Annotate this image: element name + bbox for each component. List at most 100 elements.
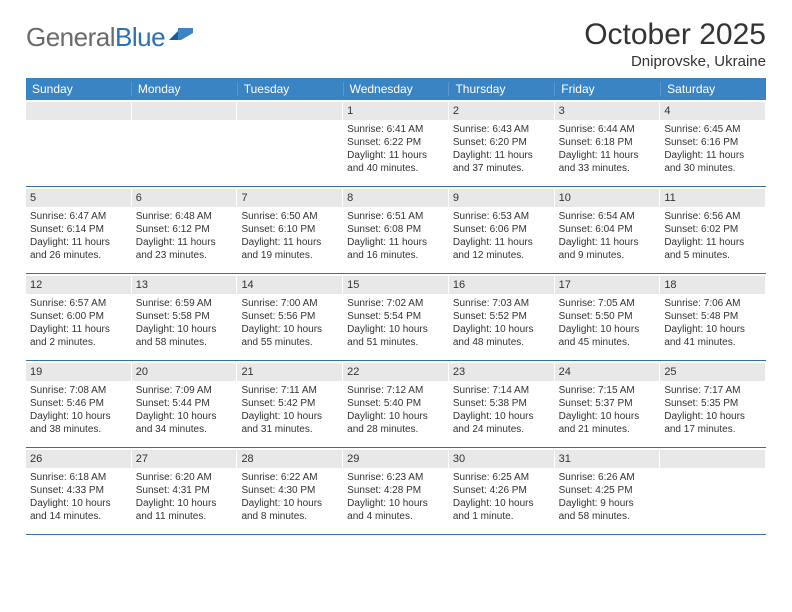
calendar-day: 28Sunrise: 6:22 AMSunset: 4:30 PMDayligh… xyxy=(237,448,343,534)
day-number: 9 xyxy=(449,189,554,207)
day-number: 7 xyxy=(237,189,342,207)
day-info: Sunrise: 6:44 AMSunset: 6:18 PMDaylight:… xyxy=(559,123,656,175)
day-info: Sunrise: 7:11 AMSunset: 5:42 PMDaylight:… xyxy=(241,384,338,436)
calendar-day: 10Sunrise: 6:54 AMSunset: 6:04 PMDayligh… xyxy=(555,187,661,273)
title-block: October 2025 Dniprovske, Ukraine xyxy=(584,18,766,70)
day-line-d2: and 5 minutes. xyxy=(664,249,761,262)
day-line-d1: Daylight: 11 hours xyxy=(453,149,550,162)
calendar-day: 12 Sunrise: 6:57 AMSunset: 6:00 PMDayligh… xyxy=(26,274,132,360)
day-line-d2: and 14 minutes. xyxy=(30,510,127,523)
day-line-ss: Sunset: 6:22 PM xyxy=(347,136,444,149)
day-line-ss: Sunset: 6:16 PM xyxy=(664,136,761,149)
day-line-d2: and 45 minutes. xyxy=(559,336,656,349)
day-line-ss: Sunset: 5:48 PM xyxy=(664,310,761,323)
day-line-d2: and 23 minutes. xyxy=(136,249,233,262)
day-info: Sunrise: 6:53 AMSunset: 6:06 PMDaylight:… xyxy=(453,210,550,262)
calendar-day: 18Sunrise: 7:06 AMSunset: 5:48 PMDayligh… xyxy=(660,274,766,360)
day-line-d2: and 16 minutes. xyxy=(347,249,444,262)
calendar-day xyxy=(237,100,343,186)
day-line-ss: Sunset: 6:02 PM xyxy=(664,223,761,236)
weekday-header: Sunday Monday Tuesday Wednesday Thursday… xyxy=(26,78,766,100)
day-line-d1: Daylight: 11 hours xyxy=(453,236,550,249)
day-line-ss: Sunset: 5:50 PM xyxy=(559,310,656,323)
calendar-day: 24 Sunrise: 7:15 AMSunset: 5:37 PMDayligh… xyxy=(555,361,661,447)
day-line-d2: and 51 minutes. xyxy=(347,336,444,349)
day-line-ss: Sunset: 4:26 PM xyxy=(453,484,550,497)
day-line-d1: Daylight: 10 hours xyxy=(664,323,761,336)
day-line-d2: and 8 minutes. xyxy=(241,510,338,523)
day-line-d2: and 58 minutes. xyxy=(136,336,233,349)
weekday-wed: Wednesday xyxy=(344,82,450,96)
calendar-day: 16Sunrise: 7:03 AMSunset: 5:52 PMDayligh… xyxy=(449,274,555,360)
location-label: Dniprovske, Ukraine xyxy=(584,53,766,70)
day-line-d1: Daylight: 10 hours xyxy=(241,410,338,423)
day-line-d2: and 37 minutes. xyxy=(453,162,550,175)
day-info: Sunrise: 7:02 AMSunset: 5:54 PMDaylight:… xyxy=(347,297,444,349)
day-line-d1: Daylight: 11 hours xyxy=(559,236,656,249)
day-line-sr: Sunrise: 7:12 AM xyxy=(347,384,444,397)
calendar-day: 22Sunrise: 7:12 AMSunset: 5:40 PMDayligh… xyxy=(343,361,449,447)
day-line-d1: Daylight: 10 hours xyxy=(347,497,444,510)
day-line-d2: and 48 minutes. xyxy=(453,336,550,349)
day-line-ss: Sunset: 5:44 PM xyxy=(136,397,233,410)
day-line-sr: Sunrise: 6:43 AM xyxy=(453,123,550,136)
day-line-d1: Daylight: 11 hours xyxy=(347,236,444,249)
day-line-ss: Sunset: 5:35 PM xyxy=(664,397,761,410)
day-line-sr: Sunrise: 6:48 AM xyxy=(136,210,233,223)
calendar-day xyxy=(132,100,238,186)
day-info: Sunrise: 6:50 AMSunset: 6:10 PMDaylight:… xyxy=(241,210,338,262)
calendar-day: 23Sunrise: 7:14 AMSunset: 5:38 PMDayligh… xyxy=(449,361,555,447)
day-line-d1: Daylight: 10 hours xyxy=(559,323,656,336)
day-line-ss: Sunset: 5:58 PM xyxy=(136,310,233,323)
day-info: Sunrise: 6:22 AMSunset: 4:30 PMDaylight:… xyxy=(241,471,338,523)
calendar-day: 9 Sunrise: 6:53 AMSunset: 6:06 PMDaylight… xyxy=(449,187,555,273)
day-line-ss: Sunset: 6:14 PM xyxy=(30,223,127,236)
day-line-d2: and 12 minutes. xyxy=(453,249,550,262)
calendar-day: 15Sunrise: 7:02 AMSunset: 5:54 PMDayligh… xyxy=(343,274,449,360)
day-info: Sunrise: 7:09 AMSunset: 5:44 PMDaylight:… xyxy=(136,384,233,436)
calendar-day: 25Sunrise: 7:17 AMSunset: 5:35 PMDayligh… xyxy=(660,361,766,447)
calendar-day: 27Sunrise: 6:20 AMSunset: 4:31 PMDayligh… xyxy=(132,448,238,534)
day-line-ss: Sunset: 5:46 PM xyxy=(30,397,127,410)
calendar-day: 19Sunrise: 7:08 AMSunset: 5:46 PMDayligh… xyxy=(26,361,132,447)
day-line-ss: Sunset: 5:56 PM xyxy=(241,310,338,323)
day-number: 25 xyxy=(660,363,765,381)
day-number: 12 xyxy=(26,276,131,294)
day-line-d1: Daylight: 10 hours xyxy=(136,497,233,510)
day-line-d2: and 4 minutes. xyxy=(347,510,444,523)
day-number: 8 xyxy=(343,189,448,207)
day-line-ss: Sunset: 6:08 PM xyxy=(347,223,444,236)
day-info: Sunrise: 7:03 AMSunset: 5:52 PMDaylight:… xyxy=(453,297,550,349)
day-info: Sunrise: 6:51 AMSunset: 6:08 PMDaylight:… xyxy=(347,210,444,262)
calendar-day: 14Sunrise: 7:00 AMSunset: 5:56 PMDayligh… xyxy=(237,274,343,360)
day-line-sr: Sunrise: 6:20 AM xyxy=(136,471,233,484)
calendar-week: 1Sunrise: 6:41 AMSunset: 6:22 PMDaylight… xyxy=(26,100,766,187)
weekday-mon: Monday xyxy=(132,82,238,96)
brand-part1: General xyxy=(26,22,115,52)
day-line-d1: Daylight: 11 hours xyxy=(30,323,127,336)
day-number: 14 xyxy=(237,276,342,294)
day-line-ss: Sunset: 5:40 PM xyxy=(347,397,444,410)
day-line-d2: and 24 minutes. xyxy=(453,423,550,436)
day-line-ss: Sunset: 6:12 PM xyxy=(136,223,233,236)
day-number: 13 xyxy=(132,276,237,294)
day-number: 24 xyxy=(555,363,660,381)
day-line-sr: Sunrise: 7:15 AM xyxy=(559,384,656,397)
day-line-d2: and 31 minutes. xyxy=(241,423,338,436)
day-line-ss: Sunset: 5:54 PM xyxy=(347,310,444,323)
day-line-sr: Sunrise: 6:57 AM xyxy=(30,297,127,310)
day-line-d1: Daylight: 10 hours xyxy=(136,323,233,336)
day-line-d1: Daylight: 10 hours xyxy=(241,497,338,510)
day-info: Sunrise: 6:23 AMSunset: 4:28 PMDaylight:… xyxy=(347,471,444,523)
day-line-ss: Sunset: 6:18 PM xyxy=(559,136,656,149)
day-line-d2: and 38 minutes. xyxy=(30,423,127,436)
day-info: Sunrise: 6:26 AMSunset: 4:25 PMDaylight:… xyxy=(559,471,656,523)
day-line-ss: Sunset: 6:20 PM xyxy=(453,136,550,149)
day-number: 26 xyxy=(26,450,131,468)
day-line-ss: Sunset: 6:00 PM xyxy=(30,310,127,323)
day-info: Sunrise: 7:15 AMSunset: 5:37 PMDaylight:… xyxy=(559,384,656,436)
calendar-day: 20Sunrise: 7:09 AMSunset: 5:44 PMDayligh… xyxy=(132,361,238,447)
day-line-d1: Daylight: 10 hours xyxy=(347,410,444,423)
brand-logo: GeneralBlue xyxy=(26,18,195,53)
day-info: Sunrise: 6:48 AMSunset: 6:12 PMDaylight:… xyxy=(136,210,233,262)
